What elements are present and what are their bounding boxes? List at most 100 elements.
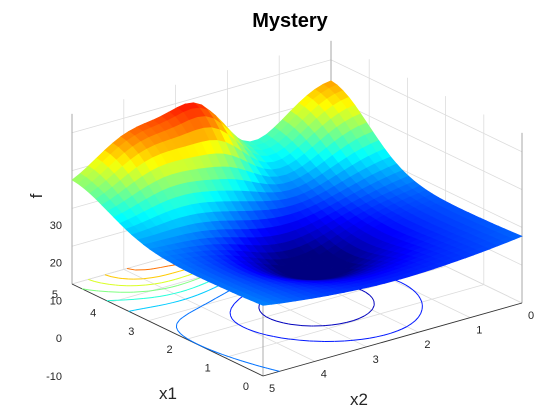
contour-line — [176, 320, 180, 325]
contour-line — [259, 310, 263, 315]
contour-line — [363, 313, 369, 317]
contour-line — [183, 281, 191, 285]
contour-line — [281, 337, 289, 340]
contour-line — [290, 323, 301, 326]
contour-line — [210, 298, 216, 302]
contour-line — [233, 302, 236, 305]
contour-line — [202, 289, 209, 294]
contour-line — [240, 360, 243, 362]
contour-line — [414, 317, 419, 322]
contour-line — [175, 276, 182, 280]
contour-line — [283, 322, 289, 325]
contour-line — [180, 289, 188, 293]
contour-line — [238, 324, 242, 327]
contour-line — [177, 283, 185, 286]
contour-line — [411, 320, 416, 324]
contour-line — [258, 307, 261, 311]
contour-line — [202, 303, 206, 306]
contour-line — [372, 305, 375, 309]
contour-line — [420, 309, 423, 314]
contour-line — [371, 297, 375, 302]
contour-line — [165, 272, 173, 276]
x1-tick-label: 0 — [243, 381, 249, 393]
contour-line — [158, 274, 167, 277]
contour-line — [242, 326, 248, 330]
contour-line — [191, 340, 197, 345]
axis-line — [71, 283, 264, 377]
contour-line — [234, 321, 239, 325]
contour-line — [183, 335, 188, 340]
contour-line — [195, 306, 202, 310]
f-tick-label: 20 — [50, 258, 62, 270]
contour-line — [240, 325, 244, 328]
f-tick-label: -10 — [46, 371, 62, 383]
x1-tick-label: 5 — [52, 289, 58, 301]
contour-line — [111, 276, 119, 279]
contour-line — [89, 289, 97, 292]
x2-tick-label: 4 — [321, 368, 327, 380]
contour-line — [192, 285, 199, 289]
contour-line — [173, 291, 181, 295]
x1-axis-title: x1 — [159, 384, 177, 403]
contour-line — [272, 369, 280, 372]
contour-line — [181, 274, 188, 278]
contour-line — [122, 277, 129, 280]
contour-line — [201, 345, 207, 349]
contour-line — [412, 289, 417, 294]
contour-line — [143, 306, 151, 309]
contour-line — [211, 349, 218, 353]
contour-line — [242, 360, 247, 363]
chart-title: Mystery — [252, 10, 328, 32]
contour-line — [239, 296, 243, 300]
axis-line — [262, 302, 523, 377]
contour-line — [247, 328, 254, 332]
contour-line — [172, 300, 180, 304]
contour-line — [134, 298, 144, 300]
contour-line — [369, 336, 376, 339]
contour-line — [170, 285, 178, 288]
contour-line — [196, 343, 202, 347]
x2-tick-label: 0 — [528, 310, 534, 322]
contour-line — [231, 318, 236, 323]
contour-line — [273, 336, 282, 339]
contour-line — [143, 297, 152, 300]
contour-line — [126, 267, 135, 271]
contour-line — [189, 278, 197, 283]
contour-line — [204, 282, 207, 284]
contour-line — [150, 305, 159, 308]
contour-line — [182, 314, 188, 318]
contour-line — [401, 326, 408, 330]
x2-tick-label: 2 — [424, 339, 430, 351]
contour-line — [156, 288, 165, 291]
contour-line — [265, 367, 268, 369]
contour-line — [230, 306, 233, 309]
contour-line — [166, 293, 175, 296]
contour-line — [165, 302, 173, 305]
contour-line — [176, 327, 178, 331]
contour-line — [406, 323, 412, 328]
contour-line — [410, 322, 413, 325]
contour-line — [101, 282, 110, 285]
x1-tick-label: 1 — [205, 363, 211, 375]
contour-line — [265, 316, 272, 320]
contour-line — [390, 330, 397, 334]
contour-line — [246, 361, 253, 365]
f-axis-title: f — [27, 193, 46, 198]
contour-line — [222, 354, 229, 358]
contour-line — [198, 283, 205, 287]
x2-tick-label: 5 — [269, 383, 275, 395]
contour-line — [234, 299, 239, 304]
contour-line — [230, 315, 233, 320]
contour-line — [158, 303, 166, 307]
contour-line — [178, 318, 181, 322]
contour-line — [180, 333, 185, 337]
contour-line — [151, 289, 157, 292]
contour-line — [290, 338, 300, 341]
contour-line — [331, 323, 340, 326]
surface-mesh — [71, 80, 523, 306]
contour-line — [371, 308, 374, 311]
contour-line — [252, 363, 260, 367]
contour-line — [178, 298, 186, 302]
contour-line — [187, 338, 193, 342]
contour-line — [361, 289, 367, 293]
